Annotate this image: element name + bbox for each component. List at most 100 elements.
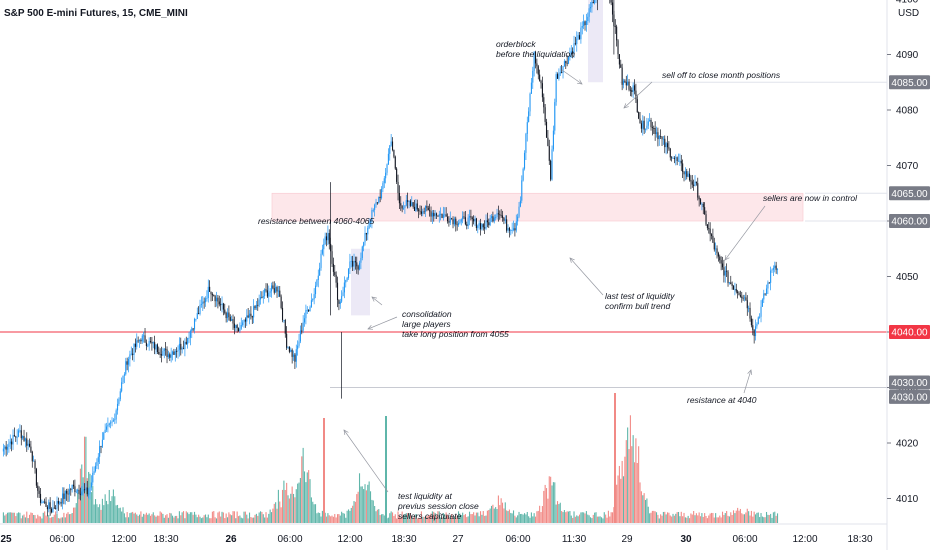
volume-bar — [28, 514, 31, 523]
volume-bar — [490, 505, 493, 523]
candle-body — [167, 354, 169, 358]
candle-body — [684, 171, 686, 175]
volume-bar — [507, 511, 509, 523]
candle-body — [122, 375, 124, 383]
volume-bar — [764, 517, 766, 523]
volume-bar — [328, 515, 330, 523]
volume-bar — [96, 504, 98, 523]
volume-bar — [567, 511, 570, 523]
volume-bar — [499, 505, 501, 523]
candle-body — [222, 303, 224, 310]
volume-bar — [188, 514, 190, 523]
volume-bar — [23, 514, 25, 523]
candle-body — [750, 318, 752, 326]
volume-bar — [495, 507, 497, 523]
volume-bar — [434, 512, 436, 523]
volume-bar — [319, 512, 321, 523]
volume-bar — [573, 511, 575, 523]
candle-body — [592, 1, 594, 4]
volume-bar — [431, 511, 433, 523]
candle-body — [746, 300, 748, 309]
annotation-text: large players — [402, 319, 451, 329]
time-tick-label: 30 — [680, 534, 692, 545]
volume-bar — [691, 514, 693, 523]
volume-bar — [705, 515, 707, 523]
volume-bar — [611, 512, 614, 523]
candle-body — [518, 206, 520, 217]
candle-body — [578, 35, 581, 40]
volume-bar — [251, 517, 253, 523]
candle-body — [382, 183, 384, 189]
candle-body — [116, 403, 119, 411]
volume-bar — [6, 512, 9, 523]
volume-bar — [202, 517, 204, 523]
candle-body — [277, 290, 279, 292]
candle-body — [739, 295, 741, 297]
candle-body — [152, 342, 154, 344]
volume-bar — [356, 494, 358, 523]
candle-body — [662, 138, 664, 140]
candle-body — [585, 20, 587, 26]
volume-bar — [297, 483, 299, 523]
candle-body — [583, 21, 585, 26]
volume-bar — [708, 515, 710, 523]
candle-body — [522, 168, 524, 181]
volume-bar — [547, 498, 549, 523]
candle-body — [649, 119, 651, 122]
candle-body — [539, 74, 541, 81]
candle-body — [133, 343, 135, 355]
candle-body — [235, 325, 237, 328]
volume-bar — [677, 511, 680, 523]
candle-body — [270, 285, 273, 292]
volume-bar — [462, 512, 464, 523]
symbol-title[interactable]: S&P 500 E-mini Futures, 15, CME_MINI — [4, 8, 188, 19]
volume-bar — [775, 515, 777, 523]
volume-bar — [26, 511, 28, 523]
candle-body — [618, 54, 620, 65]
volume-bar — [628, 449, 630, 523]
volume-bar — [275, 502, 277, 523]
candle-body — [199, 304, 201, 314]
candle-body — [533, 51, 535, 71]
time-axis[interactable]: 25 06:00 12:00 18:30 26 06:00 12:00 18:30 27 06:0… — [0, 534, 873, 545]
candle-body — [97, 456, 99, 463]
volume-bar — [217, 512, 219, 523]
volume-bar — [336, 514, 339, 523]
volume-bar — [185, 511, 187, 523]
candle-body — [569, 55, 571, 57]
time-tick-label: 12:00 — [337, 534, 362, 545]
candle-body — [717, 253, 719, 257]
volume-bar — [375, 511, 377, 523]
candle-body — [346, 277, 348, 281]
candle-body — [154, 342, 156, 350]
candle-body — [452, 219, 454, 225]
volume-bar — [566, 511, 568, 523]
candle-body — [338, 299, 340, 304]
candle-body — [389, 145, 391, 154]
volume-bar — [680, 511, 682, 523]
candle-body — [173, 351, 175, 355]
price-tag-label: 4065.00 — [891, 189, 928, 200]
candle-body — [668, 147, 670, 149]
volume-bar — [349, 510, 351, 523]
volume-bar — [687, 515, 689, 523]
candle-body — [732, 286, 735, 290]
annotation-text: previus session close — [397, 501, 479, 511]
candle-body — [49, 502, 51, 509]
volume-bar — [467, 516, 469, 523]
time-tick-label: 25 — [0, 534, 12, 545]
candle-body — [726, 270, 728, 272]
candle-body — [551, 149, 553, 180]
candle-body — [187, 337, 189, 345]
currency-label[interactable]: USD — [898, 8, 919, 19]
candle-body — [272, 285, 274, 289]
volume-bar — [620, 478, 622, 523]
candle-body — [253, 306, 255, 318]
volume-bar — [235, 518, 237, 523]
volume-bar — [525, 514, 527, 523]
candle-body — [313, 294, 315, 300]
candle-body — [88, 493, 90, 495]
horizontal-lines-layer — [0, 81, 887, 388]
volume-bar — [74, 507, 76, 523]
candle-body — [254, 306, 256, 309]
